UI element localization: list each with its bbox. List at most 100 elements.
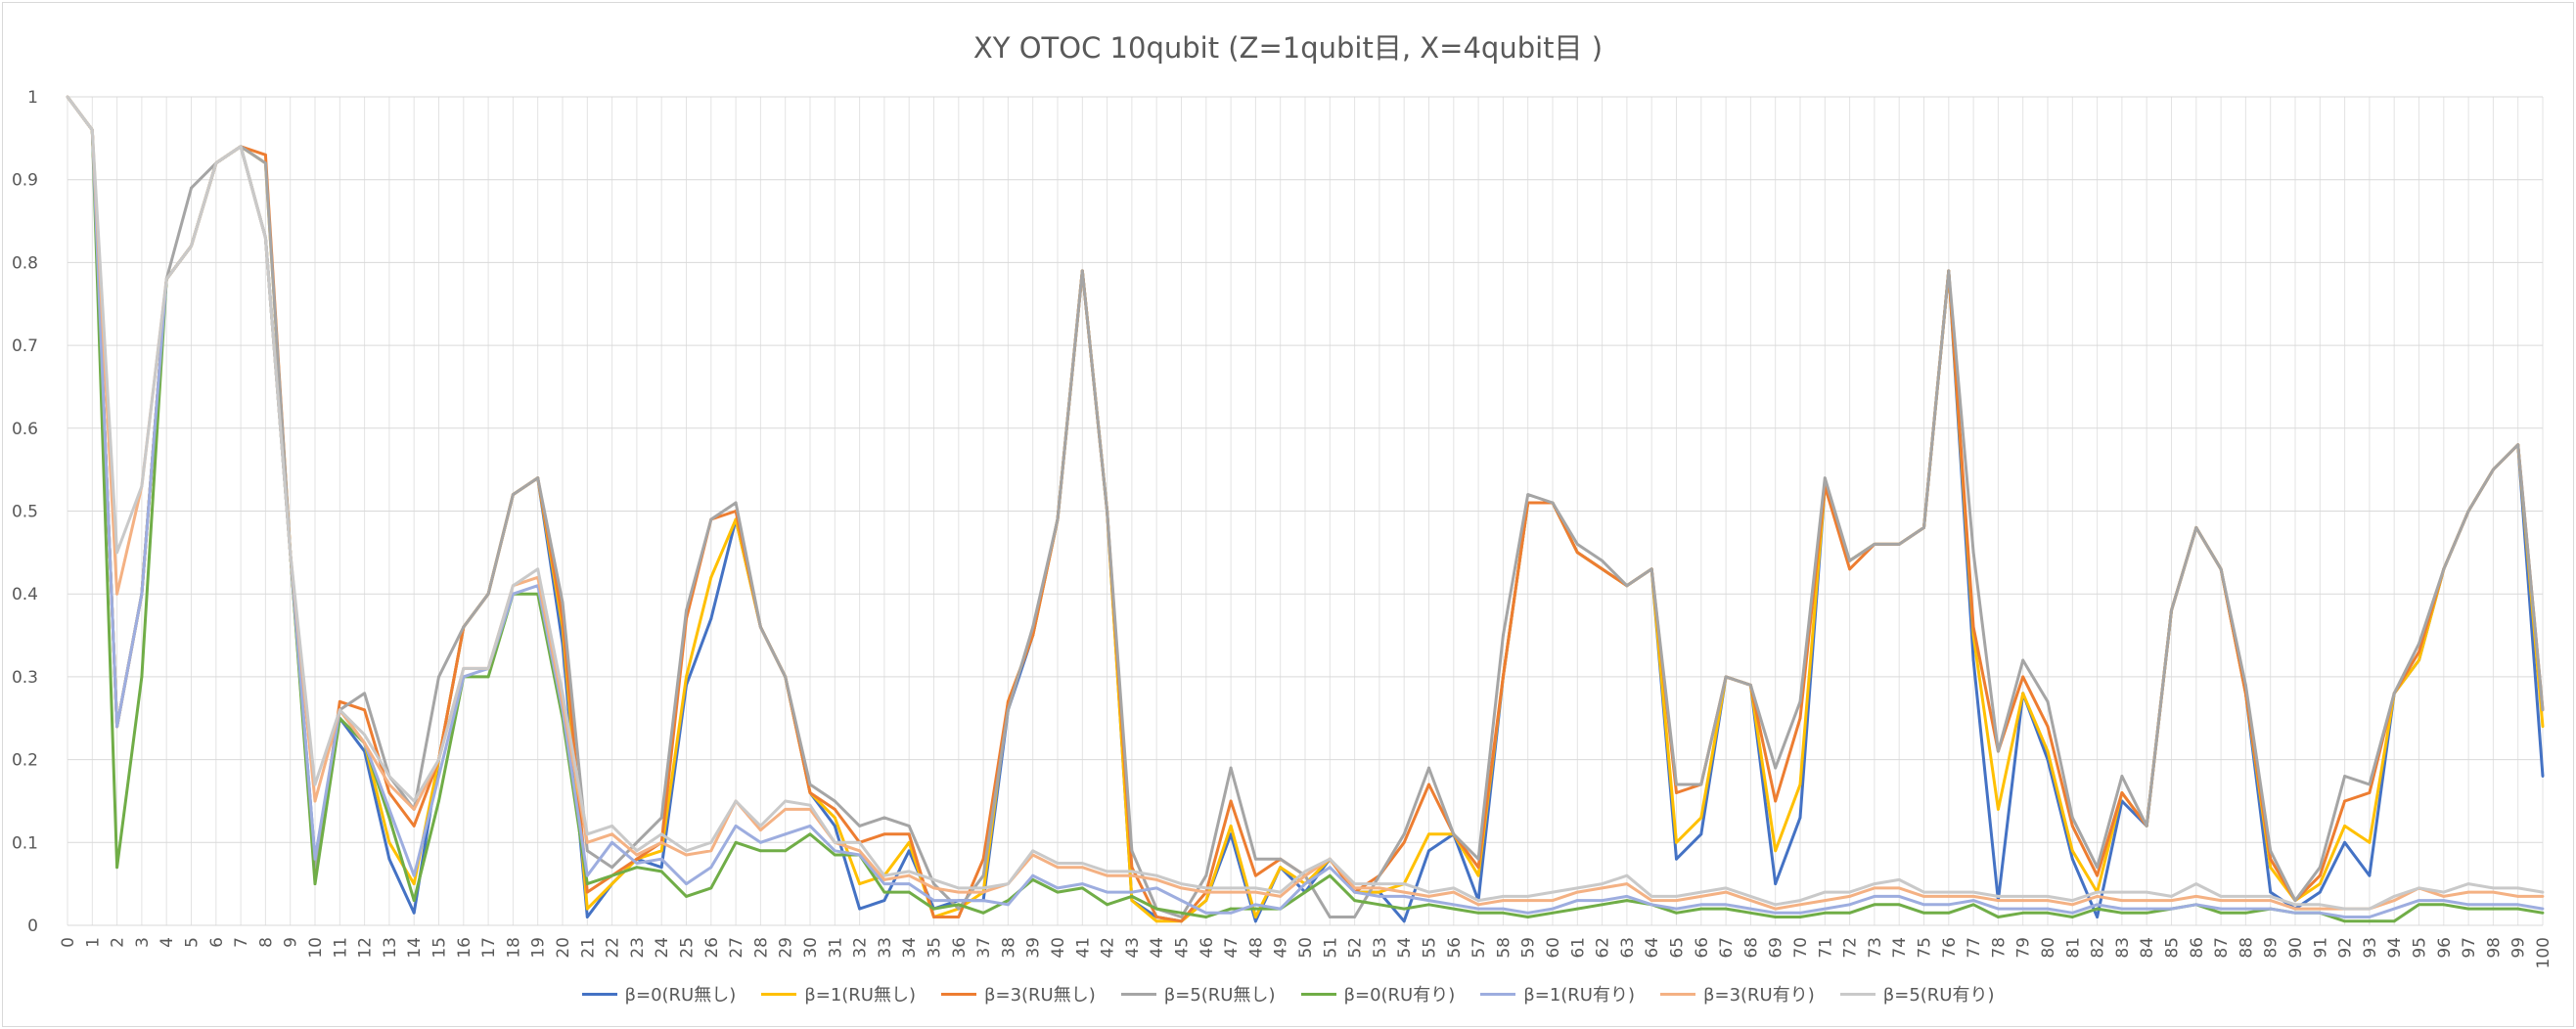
data-point xyxy=(115,551,118,555)
data-point xyxy=(1328,873,1332,877)
data-point xyxy=(2368,919,2372,923)
data-point xyxy=(1749,899,1752,902)
data-point xyxy=(1848,903,1851,907)
data-point xyxy=(1798,899,1802,902)
y-tick-label: 0.3 xyxy=(12,668,38,688)
x-tick-label: 37 xyxy=(974,937,994,959)
x-tick-label: 84 xyxy=(2138,937,2157,959)
data-point xyxy=(2466,882,2470,886)
data-point xyxy=(808,791,812,794)
data-point xyxy=(1180,916,1183,918)
data-point xyxy=(1922,526,1925,529)
data-point xyxy=(1476,857,1480,861)
x-tick-label: 3 xyxy=(133,937,153,948)
legend-swatch xyxy=(1839,992,1876,996)
data-point xyxy=(685,849,688,853)
data-point xyxy=(1947,903,1951,907)
data-point xyxy=(808,803,812,807)
data-point xyxy=(512,592,515,596)
x-tick-label: 11 xyxy=(331,937,350,959)
data-point xyxy=(1575,551,1579,555)
data-point xyxy=(635,866,639,870)
chart-title: XY OTOC 10qubit (Z=1qubit目, X=4qubit目 ) xyxy=(972,31,1604,65)
data-point xyxy=(685,894,688,898)
data-point xyxy=(2021,894,2025,898)
data-point xyxy=(1997,749,2000,753)
data-point xyxy=(759,849,762,853)
data-point xyxy=(2145,911,2148,915)
data-point xyxy=(1675,783,1678,786)
data-point xyxy=(1279,907,1283,911)
data-point xyxy=(1080,886,1084,890)
data-point xyxy=(1774,849,1778,853)
data-point xyxy=(2318,866,2322,870)
data-point xyxy=(164,277,168,281)
data-point xyxy=(2368,840,2372,844)
data-point xyxy=(1204,890,1208,894)
data-point xyxy=(858,824,861,828)
data-point xyxy=(387,791,391,794)
data-point xyxy=(2392,907,2396,911)
data-point xyxy=(1997,907,2000,911)
data-point xyxy=(462,667,466,670)
data-point xyxy=(2070,816,2074,820)
data-point xyxy=(2492,886,2495,890)
x-tick-label: 15 xyxy=(430,937,450,959)
data-point xyxy=(585,840,589,844)
data-point xyxy=(1848,911,1851,915)
data-point xyxy=(1922,903,1925,907)
data-point xyxy=(858,882,861,886)
y-tick-label: 0.4 xyxy=(12,585,38,604)
x-tick-label: 29 xyxy=(777,937,796,959)
data-point xyxy=(2293,911,2297,915)
data-point xyxy=(1378,873,1381,877)
data-point xyxy=(561,692,565,695)
data-point xyxy=(1452,832,1456,836)
x-tick-label: 68 xyxy=(1741,937,1761,959)
data-point xyxy=(1378,894,1381,898)
data-point xyxy=(833,824,836,828)
legend-item: β=3(RU有り) xyxy=(1660,981,1815,1007)
data-point xyxy=(1823,911,1827,915)
data-point xyxy=(1675,840,1678,844)
data-point xyxy=(784,808,788,811)
data-point xyxy=(264,236,267,240)
data-point xyxy=(957,890,961,894)
data-point xyxy=(2541,708,2545,712)
data-point xyxy=(1897,542,1901,546)
data-point xyxy=(363,733,366,737)
data-point xyxy=(1130,890,1134,894)
data-point xyxy=(907,824,911,828)
legend-item: β=1(RU無し) xyxy=(761,981,916,1007)
x-tick-label: 51 xyxy=(1321,937,1340,959)
data-point xyxy=(1897,886,1901,890)
data-point xyxy=(1971,903,1975,907)
data-point xyxy=(2418,650,2420,653)
x-tick-label: 81 xyxy=(2063,937,2083,959)
data-point xyxy=(2194,903,2198,907)
data-point xyxy=(462,625,466,629)
y-tick-label: 0.8 xyxy=(12,253,38,273)
x-tick-label: 86 xyxy=(2188,937,2207,959)
data-point xyxy=(115,592,118,596)
data-point xyxy=(1997,899,2000,902)
data-point xyxy=(1056,866,1060,870)
data-point xyxy=(2368,791,2372,794)
data-point xyxy=(2392,894,2396,898)
data-point xyxy=(784,799,788,803)
x-tick-label: 46 xyxy=(1198,937,1217,959)
data-point xyxy=(1699,832,1703,836)
data-point xyxy=(1180,919,1183,923)
data-point xyxy=(759,824,762,828)
x-tick-label: 40 xyxy=(1049,937,1068,959)
data-point xyxy=(1551,907,1555,911)
data-point xyxy=(1080,269,1084,273)
data-point xyxy=(1427,903,1430,907)
data-point xyxy=(709,575,713,579)
data-point xyxy=(1402,832,1406,836)
data-point xyxy=(1180,911,1183,915)
data-point xyxy=(1279,890,1283,894)
data-point xyxy=(1254,857,1257,861)
data-point xyxy=(2343,919,2347,923)
data-point xyxy=(2368,873,2372,877)
